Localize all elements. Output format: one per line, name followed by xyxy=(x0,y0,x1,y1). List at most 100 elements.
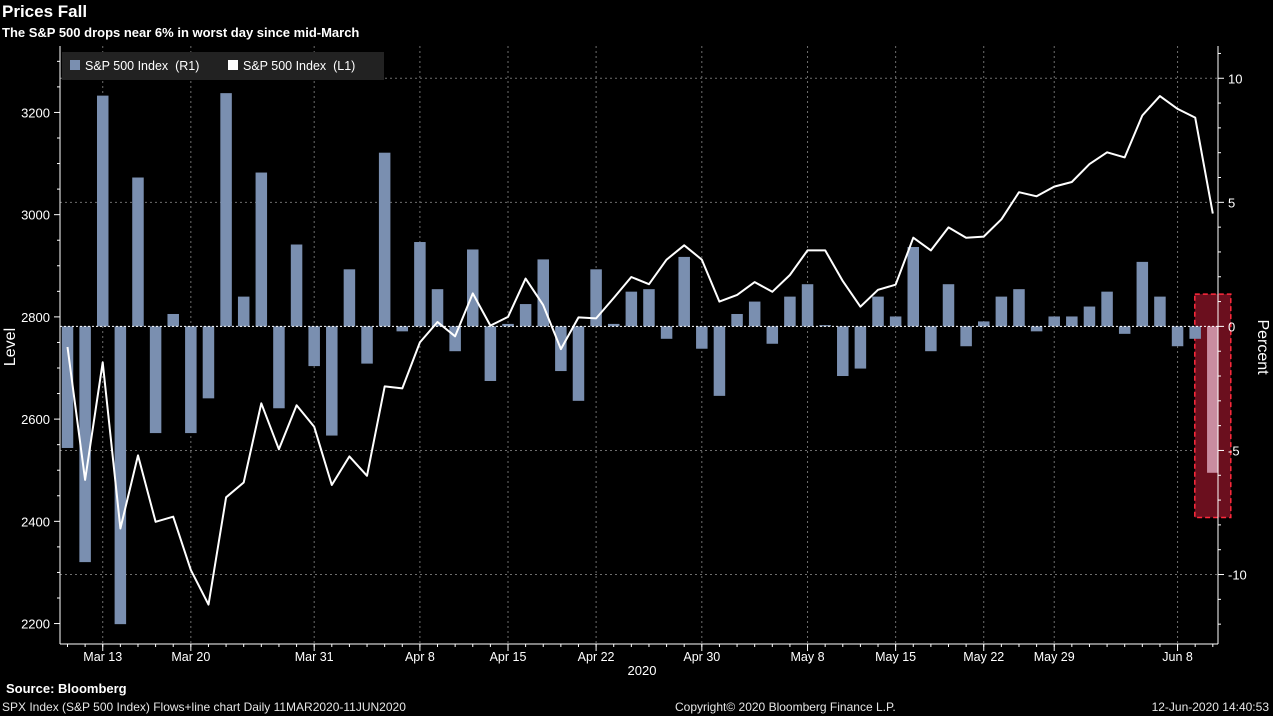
bar xyxy=(431,289,444,327)
right-tick-label: -5 xyxy=(1228,443,1240,458)
bar xyxy=(1207,326,1219,473)
legend-label-bars: S&P 500 Index (R1) xyxy=(85,59,199,73)
bar xyxy=(643,289,655,327)
bar-series xyxy=(61,93,1219,625)
bar xyxy=(308,326,320,367)
bar xyxy=(784,296,796,327)
bar xyxy=(519,304,532,327)
bar xyxy=(977,321,990,327)
bar xyxy=(960,326,972,347)
bar xyxy=(1066,316,1078,327)
chart-title: Prices Fall xyxy=(2,2,88,21)
left-tick-label: 2800 xyxy=(21,310,50,325)
bar xyxy=(1013,289,1025,327)
bar xyxy=(467,249,479,327)
x-tick-label: Apr 8 xyxy=(405,650,435,664)
bar xyxy=(1118,326,1131,334)
x-tick-label: Apr 15 xyxy=(490,650,527,664)
bar xyxy=(889,316,902,327)
left-tick-label: 3000 xyxy=(21,208,50,223)
left-axis-ticks: 2200 2400 2600 2800 3000 3200 xyxy=(21,60,60,632)
line-series xyxy=(66,95,1214,606)
legend: S&P 500 Index (R1) S&P 500 Index (L1) xyxy=(62,52,384,80)
bar xyxy=(1048,316,1060,327)
footer-timestamp: 12-Jun-2020 14:40:53 xyxy=(1151,700,1269,714)
left-tick-label: 2600 xyxy=(21,412,50,427)
bar xyxy=(1136,261,1149,327)
legend-swatch-bars xyxy=(70,60,80,70)
bar xyxy=(854,326,867,369)
bar xyxy=(61,326,74,448)
left-tick-label: 2200 xyxy=(21,617,50,632)
x-axis-ticks: Mar 13 Mar 20 Mar 31 Apr 8 Apr 15 Apr 22 Apr 3… xyxy=(67,644,1214,664)
bar xyxy=(255,172,268,327)
bar xyxy=(132,177,144,327)
bar xyxy=(1171,326,1184,347)
bar xyxy=(907,246,920,327)
source-label: Source: Bloomberg xyxy=(6,681,127,696)
legend-swatch-line xyxy=(228,60,238,70)
x-tick-label: May 15 xyxy=(875,650,916,664)
bar xyxy=(396,326,409,332)
footer-description: SPX Index (S&P 500 Index) Flows+line cha… xyxy=(2,700,406,714)
bar xyxy=(361,326,373,364)
bar xyxy=(202,326,215,399)
bar xyxy=(326,326,338,436)
bar xyxy=(837,326,849,377)
right-tick-label: 0 xyxy=(1228,319,1235,334)
bar xyxy=(79,326,91,563)
x-tick-label: May 22 xyxy=(963,650,1004,664)
bar xyxy=(766,326,779,344)
x-axis-label: 2020 xyxy=(628,663,657,678)
chart-subtitle: The S&P 500 drops near 6% in worst day s… xyxy=(2,25,360,40)
bar xyxy=(237,296,250,327)
bar xyxy=(149,326,162,434)
gridlines xyxy=(60,46,1218,644)
x-tick-label: Apr 22 xyxy=(578,650,615,664)
bar xyxy=(484,326,497,381)
bar xyxy=(607,323,620,327)
right-tick-label: 10 xyxy=(1228,71,1242,86)
bar xyxy=(801,284,814,327)
bar xyxy=(942,284,955,327)
bar xyxy=(96,95,109,327)
bar xyxy=(995,296,1008,327)
bar xyxy=(1030,326,1043,332)
left-axis-label: Level xyxy=(2,328,19,366)
right-axis-label: Percent xyxy=(1254,319,1271,375)
bar xyxy=(696,326,708,349)
x-tick-label: Mar 13 xyxy=(83,650,122,664)
bar xyxy=(185,326,197,434)
bar xyxy=(590,269,602,327)
x-tick-label: Mar 31 xyxy=(295,650,334,664)
bar xyxy=(660,326,673,339)
bar xyxy=(713,326,726,396)
bar xyxy=(872,296,884,327)
bar xyxy=(625,291,638,327)
bar xyxy=(678,256,690,327)
footer-copyright: Copyright© 2020 Bloomberg Finance L.P. xyxy=(675,700,896,714)
bar xyxy=(819,325,831,327)
bar xyxy=(572,326,585,401)
line xyxy=(66,95,1214,606)
right-tick-label: 5 xyxy=(1228,195,1235,210)
x-tick-label: Apr 30 xyxy=(683,650,720,664)
x-tick-label: May 29 xyxy=(1034,650,1075,664)
x-tick-label: Jun 8 xyxy=(1162,650,1193,664)
x-tick-label: May 8 xyxy=(791,650,825,664)
x-tick-label: Mar 20 xyxy=(171,650,210,664)
bar xyxy=(167,313,179,327)
bar xyxy=(1154,296,1166,327)
bar xyxy=(925,326,937,352)
right-axis-ticks: 10 5 0 -5 -10 xyxy=(1218,52,1247,625)
left-tick-label: 3200 xyxy=(21,105,50,120)
bar xyxy=(273,326,285,409)
bar xyxy=(731,313,743,327)
bar xyxy=(343,269,356,327)
left-tick-label: 2400 xyxy=(21,514,50,529)
bar xyxy=(220,93,232,327)
bar xyxy=(1101,291,1113,327)
bar xyxy=(114,326,127,625)
bar xyxy=(1189,326,1201,339)
